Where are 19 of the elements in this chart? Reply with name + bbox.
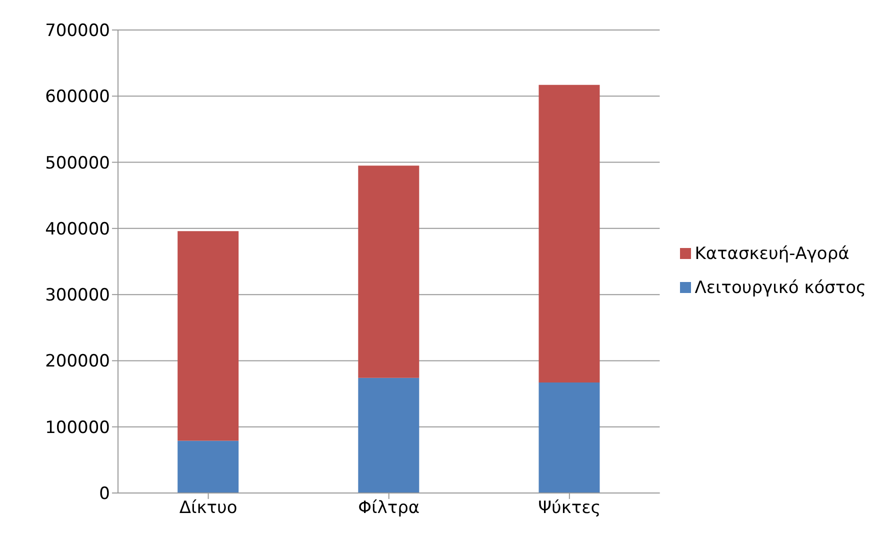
y-tick-label: 100000 <box>45 418 110 438</box>
x-tick-label: Φίλτρα <box>358 498 420 518</box>
bar <box>178 440 239 493</box>
y-tick-label: 400000 <box>45 219 110 240</box>
legend-label: Κατασκευή-Αγορά <box>694 244 850 264</box>
legend-label: Λειτουργικό κόστος <box>694 278 866 298</box>
y-tick-label: 300000 <box>45 286 110 306</box>
x-tick-label: Ψύκτες <box>538 498 601 518</box>
x-tick-label: Δίκτυο <box>179 498 238 518</box>
y-tick-label: 500000 <box>45 153 110 174</box>
bar <box>358 378 420 493</box>
y-tick-label: 0 <box>99 484 110 504</box>
bar <box>178 231 239 441</box>
bar <box>538 382 600 493</box>
y-tick-label: 700000 <box>45 21 110 42</box>
y-tick-label: 600000 <box>45 87 110 108</box>
y-tick-label: 200000 <box>45 352 110 372</box>
bar <box>358 166 420 378</box>
bar <box>538 84 600 383</box>
